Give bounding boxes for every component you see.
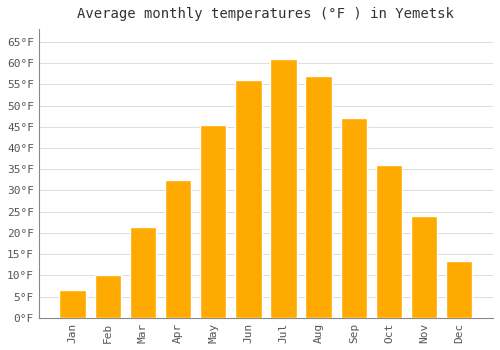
Bar [446,261,472,318]
Bar [165,180,191,318]
Bar [306,76,332,318]
Bar [270,59,296,318]
Title: Average monthly temperatures (°F ) in Yemetsk: Average monthly temperatures (°F ) in Ye… [78,7,454,21]
Bar [200,125,226,318]
Bar [130,226,156,318]
Bar [235,80,262,318]
Bar [411,216,438,318]
Bar [340,118,367,318]
Bar [376,165,402,318]
Bar [94,275,121,318]
Bar [60,290,86,318]
